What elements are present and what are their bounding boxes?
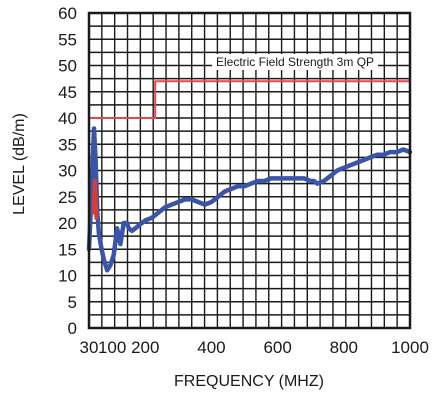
y-tick-label: 15 <box>58 240 77 259</box>
measurement-trace <box>86 126 413 273</box>
y-axis-title: LEVEL (dB/m) <box>11 113 28 215</box>
series-group <box>86 80 413 273</box>
legend-background <box>211 54 379 70</box>
x-tick-label: 800 <box>330 338 358 357</box>
x-tick-label: 1000 <box>391 338 429 357</box>
plot-frame <box>87 11 412 330</box>
y-tick-label: 30 <box>58 162 77 181</box>
x-tick-label: 30 <box>80 338 99 357</box>
y-tick-label: 45 <box>58 83 77 102</box>
x-axis-title: FREQUENCY (MHZ) <box>174 373 324 390</box>
y-tick-label: 5 <box>68 293 77 312</box>
y-tick-label: 35 <box>58 135 77 154</box>
x-tick-label: 600 <box>263 338 291 357</box>
y-tick-label: 60 <box>58 4 77 23</box>
legend: Electric Field Strength 3m QP <box>211 54 379 70</box>
y-tick-label: 10 <box>58 267 77 286</box>
y-tick-label: 55 <box>58 30 77 49</box>
x-tick-label: 200 <box>131 338 159 357</box>
legend-label: Electric Field Strength 3m QP <box>216 55 374 69</box>
y-tick-label: 40 <box>58 109 77 128</box>
limit-line <box>88 80 411 119</box>
peak-trace <box>91 179 99 220</box>
y-tick-label: 25 <box>58 188 77 207</box>
x-tick-label: 400 <box>197 338 225 357</box>
y-tick-label: 0 <box>68 319 77 338</box>
y-tick-label: 50 <box>58 57 77 76</box>
x-tick-label: 100 <box>98 338 126 357</box>
y-tick-label: 20 <box>58 214 77 233</box>
